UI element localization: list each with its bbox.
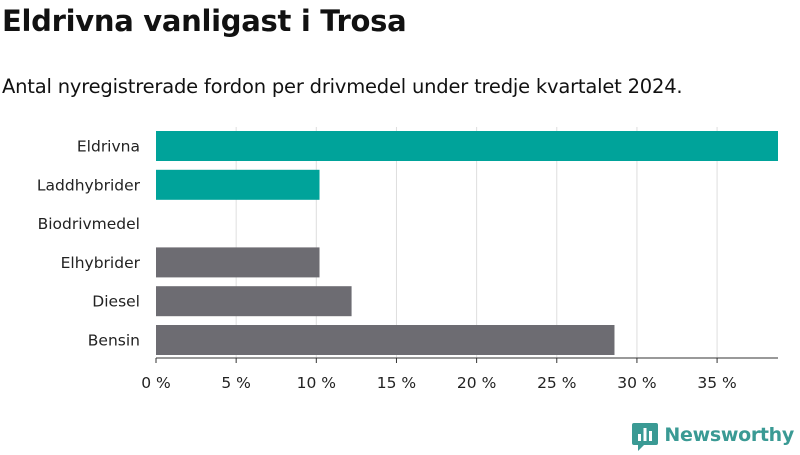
bars [156,131,778,355]
brand-name: Newsworthy [664,424,794,446]
bar [156,247,320,278]
grid-lines [235,127,718,358]
category-labels: Eldrivna Laddhybrider Biodrivmedel Elhybrid… [37,138,141,350]
x-tick-label: 20 % [457,374,496,392]
category-label: Elhybrider [61,254,141,272]
category-label: Eldrivna [77,138,140,156]
x-axis: 0 % 5 % 10 % 15 % 20 % 25 % 30 % 35 % [141,357,778,392]
page-title: Eldrivna vanligast i Trosa [2,4,407,38]
x-tick-label: 5 % [221,374,251,392]
category-label: Biodrivmedel [38,215,140,233]
x-tick-label: 35 % [697,374,736,392]
x-tick-label: 25 % [537,374,576,392]
bar [156,286,352,317]
bar [156,325,615,355]
x-tick-label: 15 % [377,374,416,392]
x-tick-label: 10 % [297,374,336,392]
bar [156,169,320,200]
x-tick-label: 30 % [617,374,656,392]
bar [156,131,778,161]
category-label: Laddhybrider [37,176,141,194]
x-tick-label: 0 % [141,374,171,392]
page-subtitle: Antal nyregistrerade fordon per drivmede… [2,75,683,98]
category-label: Diesel [92,293,140,311]
brand-logo: Newsworthy [632,419,794,451]
category-label: Bensin [88,332,140,350]
bar-chart-speech-bubble-icon [632,419,659,451]
